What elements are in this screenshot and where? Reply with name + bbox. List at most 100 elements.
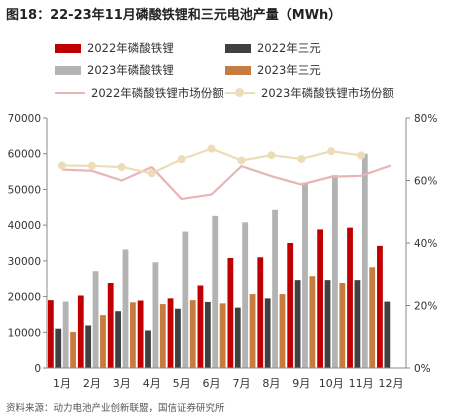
bar-3-1月 [62, 301, 69, 368]
y-left-tick-label: 30000 [8, 256, 41, 268]
bar-2-12月 [384, 301, 391, 368]
bar-2-6月 [204, 301, 211, 368]
x-tick-label: 6月 [203, 377, 221, 390]
y-left-tick-label: 50000 [8, 184, 41, 196]
bar-4-2月 [100, 315, 106, 368]
bar-1-7月 [227, 258, 234, 368]
y-left-tick-label: 40000 [8, 220, 41, 232]
legend-line-2022-share [55, 91, 85, 95]
y-right-tick-label: 20% [414, 301, 437, 313]
bar-2-8月 [264, 298, 271, 368]
bar-4-6月 [219, 303, 226, 368]
bar-1-8月 [257, 257, 264, 368]
legend-item-2023-lfp: 2023年磷酸铁锂 [55, 62, 174, 78]
bar-2-1月 [55, 328, 62, 368]
line-marker-2-1 [57, 161, 66, 170]
x-tick-label: 5月 [173, 377, 191, 390]
bar-4-3月 [129, 302, 136, 368]
legend-item-2023-ncm: 2023年三元 [225, 62, 321, 78]
bar-3-4月 [152, 262, 159, 368]
y-left-tick-label: 60000 [8, 149, 41, 161]
y-right-tick-label: 80% [414, 113, 437, 125]
bar-1-1月 [47, 300, 54, 368]
legend-label-2022-lfp: 2022年磷酸铁锂 [87, 41, 174, 55]
line-marker-2-4 [147, 169, 156, 178]
bar-1-2月 [77, 295, 84, 368]
bar-3-5月 [182, 231, 189, 368]
x-tick-label: 12月 [379, 377, 404, 390]
chart-title: 图18：22-23年11月磷酸铁锂和三元电池产量（MWh） [6, 8, 342, 23]
bar-1-4月 [137, 300, 144, 368]
y-right-tick-label: 0% [414, 363, 431, 375]
line-marker-2-11 [357, 151, 366, 160]
bar-3-9月 [302, 182, 308, 368]
line-marker-2-3 [117, 163, 126, 172]
x-tick-label: 2月 [83, 377, 101, 390]
source-note: 资料来源：动力电池产业创新联盟，国信证券研究所 [6, 403, 225, 414]
x-tick-label: 1月 [53, 377, 71, 390]
y-left-tick-label: 10000 [8, 327, 41, 339]
bar-4-1月 [70, 331, 76, 368]
bar-4-11月 [369, 267, 376, 368]
legend-item-2022-lfp: 2022年磷酸铁锂 [55, 40, 174, 56]
bar-1-9月 [287, 243, 294, 368]
legend-swatch-2022-ncm [225, 43, 251, 53]
bar-4-5月 [189, 300, 196, 368]
bar-1-10月 [317, 229, 324, 368]
bar-3-6月 [212, 215, 219, 368]
bar-1-5月 [167, 298, 174, 368]
line-marker-2-9 [297, 154, 306, 163]
bar-3-2月 [92, 271, 99, 368]
bar-3-11月 [361, 153, 368, 368]
legend: 2022年磷酸铁锂 2022年三元 2023年磷酸铁锂 2023年三元 2022… [0, 34, 454, 102]
bar-2-3月 [115, 311, 121, 368]
legend-line-2023-share [225, 88, 255, 98]
bar-4-8月 [279, 294, 286, 368]
line-marker-2-8 [267, 151, 276, 160]
y-left-tick-label: 70000 [8, 113, 41, 125]
x-tick-label: 8月 [262, 377, 280, 390]
x-tick-label: 10月 [319, 377, 344, 390]
line-marker-2-10 [327, 147, 336, 156]
y-left-tick-label: 20000 [8, 292, 41, 304]
legend-swatch-2022-lfp [55, 43, 81, 53]
bar-2-2月 [85, 325, 92, 368]
line-marker-2-5 [177, 155, 186, 164]
legend-label-2022-ncm: 2022年三元 [257, 41, 321, 55]
line-marker-2-2 [87, 161, 96, 170]
bar-3-7月 [242, 222, 249, 368]
bar-1-3月 [107, 283, 114, 368]
y-left-tick-label: 0 [34, 363, 41, 375]
bar-4-9月 [309, 276, 316, 368]
legend-label-2022-share: 2022年磷酸铁锂市场份额 [91, 86, 224, 100]
legend-item-2023-share: 2023年磷酸铁锂市场份额 [225, 85, 394, 101]
bar-1-11月 [347, 227, 353, 368]
bar-4-10月 [339, 283, 346, 368]
legend-label-2023-lfp: 2023年磷酸铁锂 [87, 63, 174, 77]
legend-item-2022-ncm: 2022年三元 [225, 40, 321, 56]
x-tick-label: 4月 [143, 377, 161, 390]
line-marker-2-6 [207, 144, 216, 153]
x-tick-label: 9月 [292, 377, 310, 390]
bar-2-10月 [324, 280, 331, 368]
bar-3-3月 [122, 249, 129, 368]
x-tick-label: 7月 [232, 377, 250, 390]
legend-label-2023-share: 2023年磷酸铁锂市场份额 [261, 86, 394, 100]
legend-swatch-2023-ncm [225, 65, 251, 75]
bar-3-10月 [332, 175, 338, 368]
line-series-1 [61, 164, 392, 201]
bar-4-4月 [159, 304, 166, 368]
y-right-tick-label: 60% [414, 176, 437, 188]
bar-2-11月 [354, 280, 361, 368]
x-tick-label: 3月 [113, 377, 131, 390]
line-marker-2-7 [237, 156, 246, 165]
bar-2-7月 [234, 307, 241, 368]
bar-2-9月 [294, 280, 301, 368]
x-tick-label: 11月 [349, 377, 374, 390]
legend-label-2023-ncm: 2023年三元 [257, 63, 321, 77]
legend-swatch-2023-lfp [55, 65, 81, 75]
bar-1-12月 [377, 245, 383, 368]
bar-2-4月 [145, 330, 151, 368]
bar-4-7月 [249, 294, 256, 368]
